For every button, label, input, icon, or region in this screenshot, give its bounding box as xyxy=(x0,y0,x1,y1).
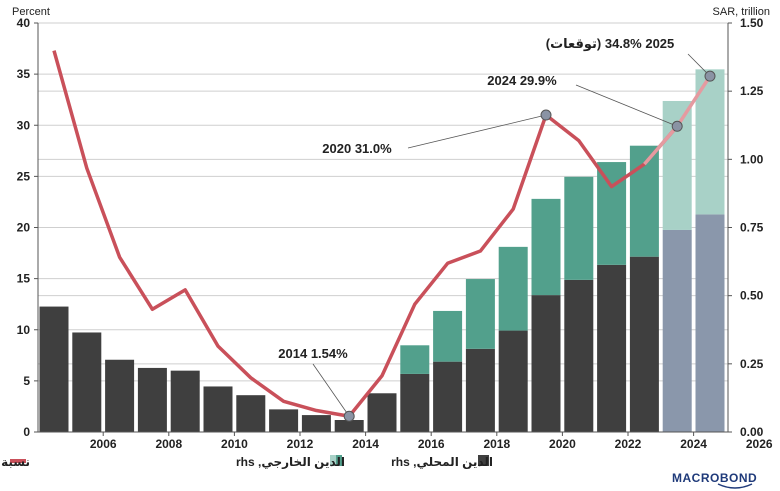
bar-external xyxy=(597,162,627,265)
y-right-tick-label: 1.50 xyxy=(740,16,764,30)
x-tick-label: 2018 xyxy=(483,437,510,451)
bar-domestic xyxy=(695,214,725,432)
x-tick-label: 2024 xyxy=(680,437,707,451)
bar-domestic xyxy=(236,395,266,432)
axes: 0 5 10 15 20 25 30 35 40 0.00 0.25 0.50 0.75 1.00 1.25… xyxy=(17,16,773,451)
annotation-leader xyxy=(575,84,678,127)
annotation-label: 2014 1.54% xyxy=(278,346,348,361)
x-tick-label: 2020 xyxy=(549,437,576,451)
bar-domestic xyxy=(203,386,233,432)
bar-domestic xyxy=(269,409,299,432)
y-left-tick-label: 20 xyxy=(17,221,31,235)
x-tick-label: 2012 xyxy=(287,437,314,451)
y-right-tick-label: 0.50 xyxy=(740,289,764,303)
bar-external xyxy=(564,176,594,280)
bar-external xyxy=(400,345,430,374)
annotation-label: 2020 31.0% xyxy=(322,141,392,156)
bar-domestic xyxy=(531,295,561,432)
bar-domestic xyxy=(629,256,659,432)
x-tick-label: 2026 xyxy=(746,437,773,451)
annotation-marker xyxy=(704,70,716,82)
y-left-tick-label: 40 xyxy=(17,16,31,30)
y-right-tick-label: 1.00 xyxy=(740,152,764,166)
bar-domestic xyxy=(465,348,495,432)
bar-domestic xyxy=(105,359,135,432)
bar-external xyxy=(465,279,495,349)
bar-domestic xyxy=(400,373,430,432)
right-axis-title: SAR, trillion xyxy=(713,6,770,18)
x-tick-label: 2014 xyxy=(352,437,379,451)
annotation-marker xyxy=(540,109,552,121)
annotation-leader xyxy=(407,114,547,149)
annotation-label: 2025 34.8% (توقعات) xyxy=(546,36,675,51)
bar-domestic xyxy=(662,229,692,432)
y-right-tick-label: 0.25 xyxy=(740,357,764,371)
y-left-tick-label: 10 xyxy=(17,323,31,337)
legend-domestic-swatch xyxy=(478,455,489,466)
x-tick-label: 2016 xyxy=(418,437,445,451)
bar-domestic xyxy=(597,264,627,432)
bar-domestic xyxy=(498,330,528,432)
y-left-tick-label: 5 xyxy=(23,374,30,388)
macrobond-logo: MACROBOND xyxy=(672,471,757,489)
x-tick-label: 2022 xyxy=(615,437,642,451)
legend-external-label: الدين الخارجي, rhs xyxy=(236,455,345,469)
x-tick-label: 2006 xyxy=(90,437,117,451)
y-left-tick-label: 0 xyxy=(23,425,30,439)
annotation-label: 2024 29.9% xyxy=(487,73,557,88)
bar-external xyxy=(433,310,463,362)
bar-domestic xyxy=(39,306,69,432)
bar-domestic xyxy=(301,415,331,432)
line-series-historical xyxy=(52,50,679,419)
annotation-marker xyxy=(343,410,355,422)
bar-domestic xyxy=(137,367,167,432)
legend-line-label: نسبة الدين العام إلى الناتج المحلي الإجم… xyxy=(0,455,30,470)
left-axis-title: Percent xyxy=(12,6,50,18)
logo-swoosh-icon xyxy=(717,483,753,489)
x-tick-label: 2008 xyxy=(155,437,182,451)
y-right-tick-label: 1.25 xyxy=(740,84,764,98)
bar-external xyxy=(662,100,692,230)
bar-domestic xyxy=(170,370,200,432)
y-right-tick-label: 0.00 xyxy=(740,425,764,439)
x-tick-label: 2010 xyxy=(221,437,248,451)
annotation-marker xyxy=(671,120,683,132)
bar-domestic xyxy=(564,279,594,432)
legend-domestic-label: الدين المحلي, rhs xyxy=(391,455,493,469)
y-right-tick-label: 0.75 xyxy=(740,221,764,235)
y-left-tick-label: 15 xyxy=(17,272,31,286)
bar-domestic xyxy=(334,420,364,432)
annotation-leader xyxy=(312,363,350,417)
y-left-tick-label: 30 xyxy=(17,118,31,132)
legend-external-swatch xyxy=(336,455,342,466)
bar-domestic xyxy=(72,332,102,432)
annotations: 2014 1.54% 2020 31.0% 2024 29.9% 2025 34.8%… xyxy=(278,36,716,422)
bar-domestic xyxy=(433,361,463,432)
legend-line-swatch xyxy=(10,459,26,463)
bar-external xyxy=(531,198,561,296)
bar-external xyxy=(498,246,528,331)
legend-external-swatch-forecast xyxy=(330,455,341,466)
legend: نسبة الدين العام إلى الناتج المحلي الإجم… xyxy=(0,455,493,470)
bar-domestic xyxy=(367,393,397,432)
logo-text: MACROBOND xyxy=(672,471,757,485)
y-left-tick-label: 25 xyxy=(17,169,31,183)
y-left-tick-label: 35 xyxy=(17,67,31,81)
